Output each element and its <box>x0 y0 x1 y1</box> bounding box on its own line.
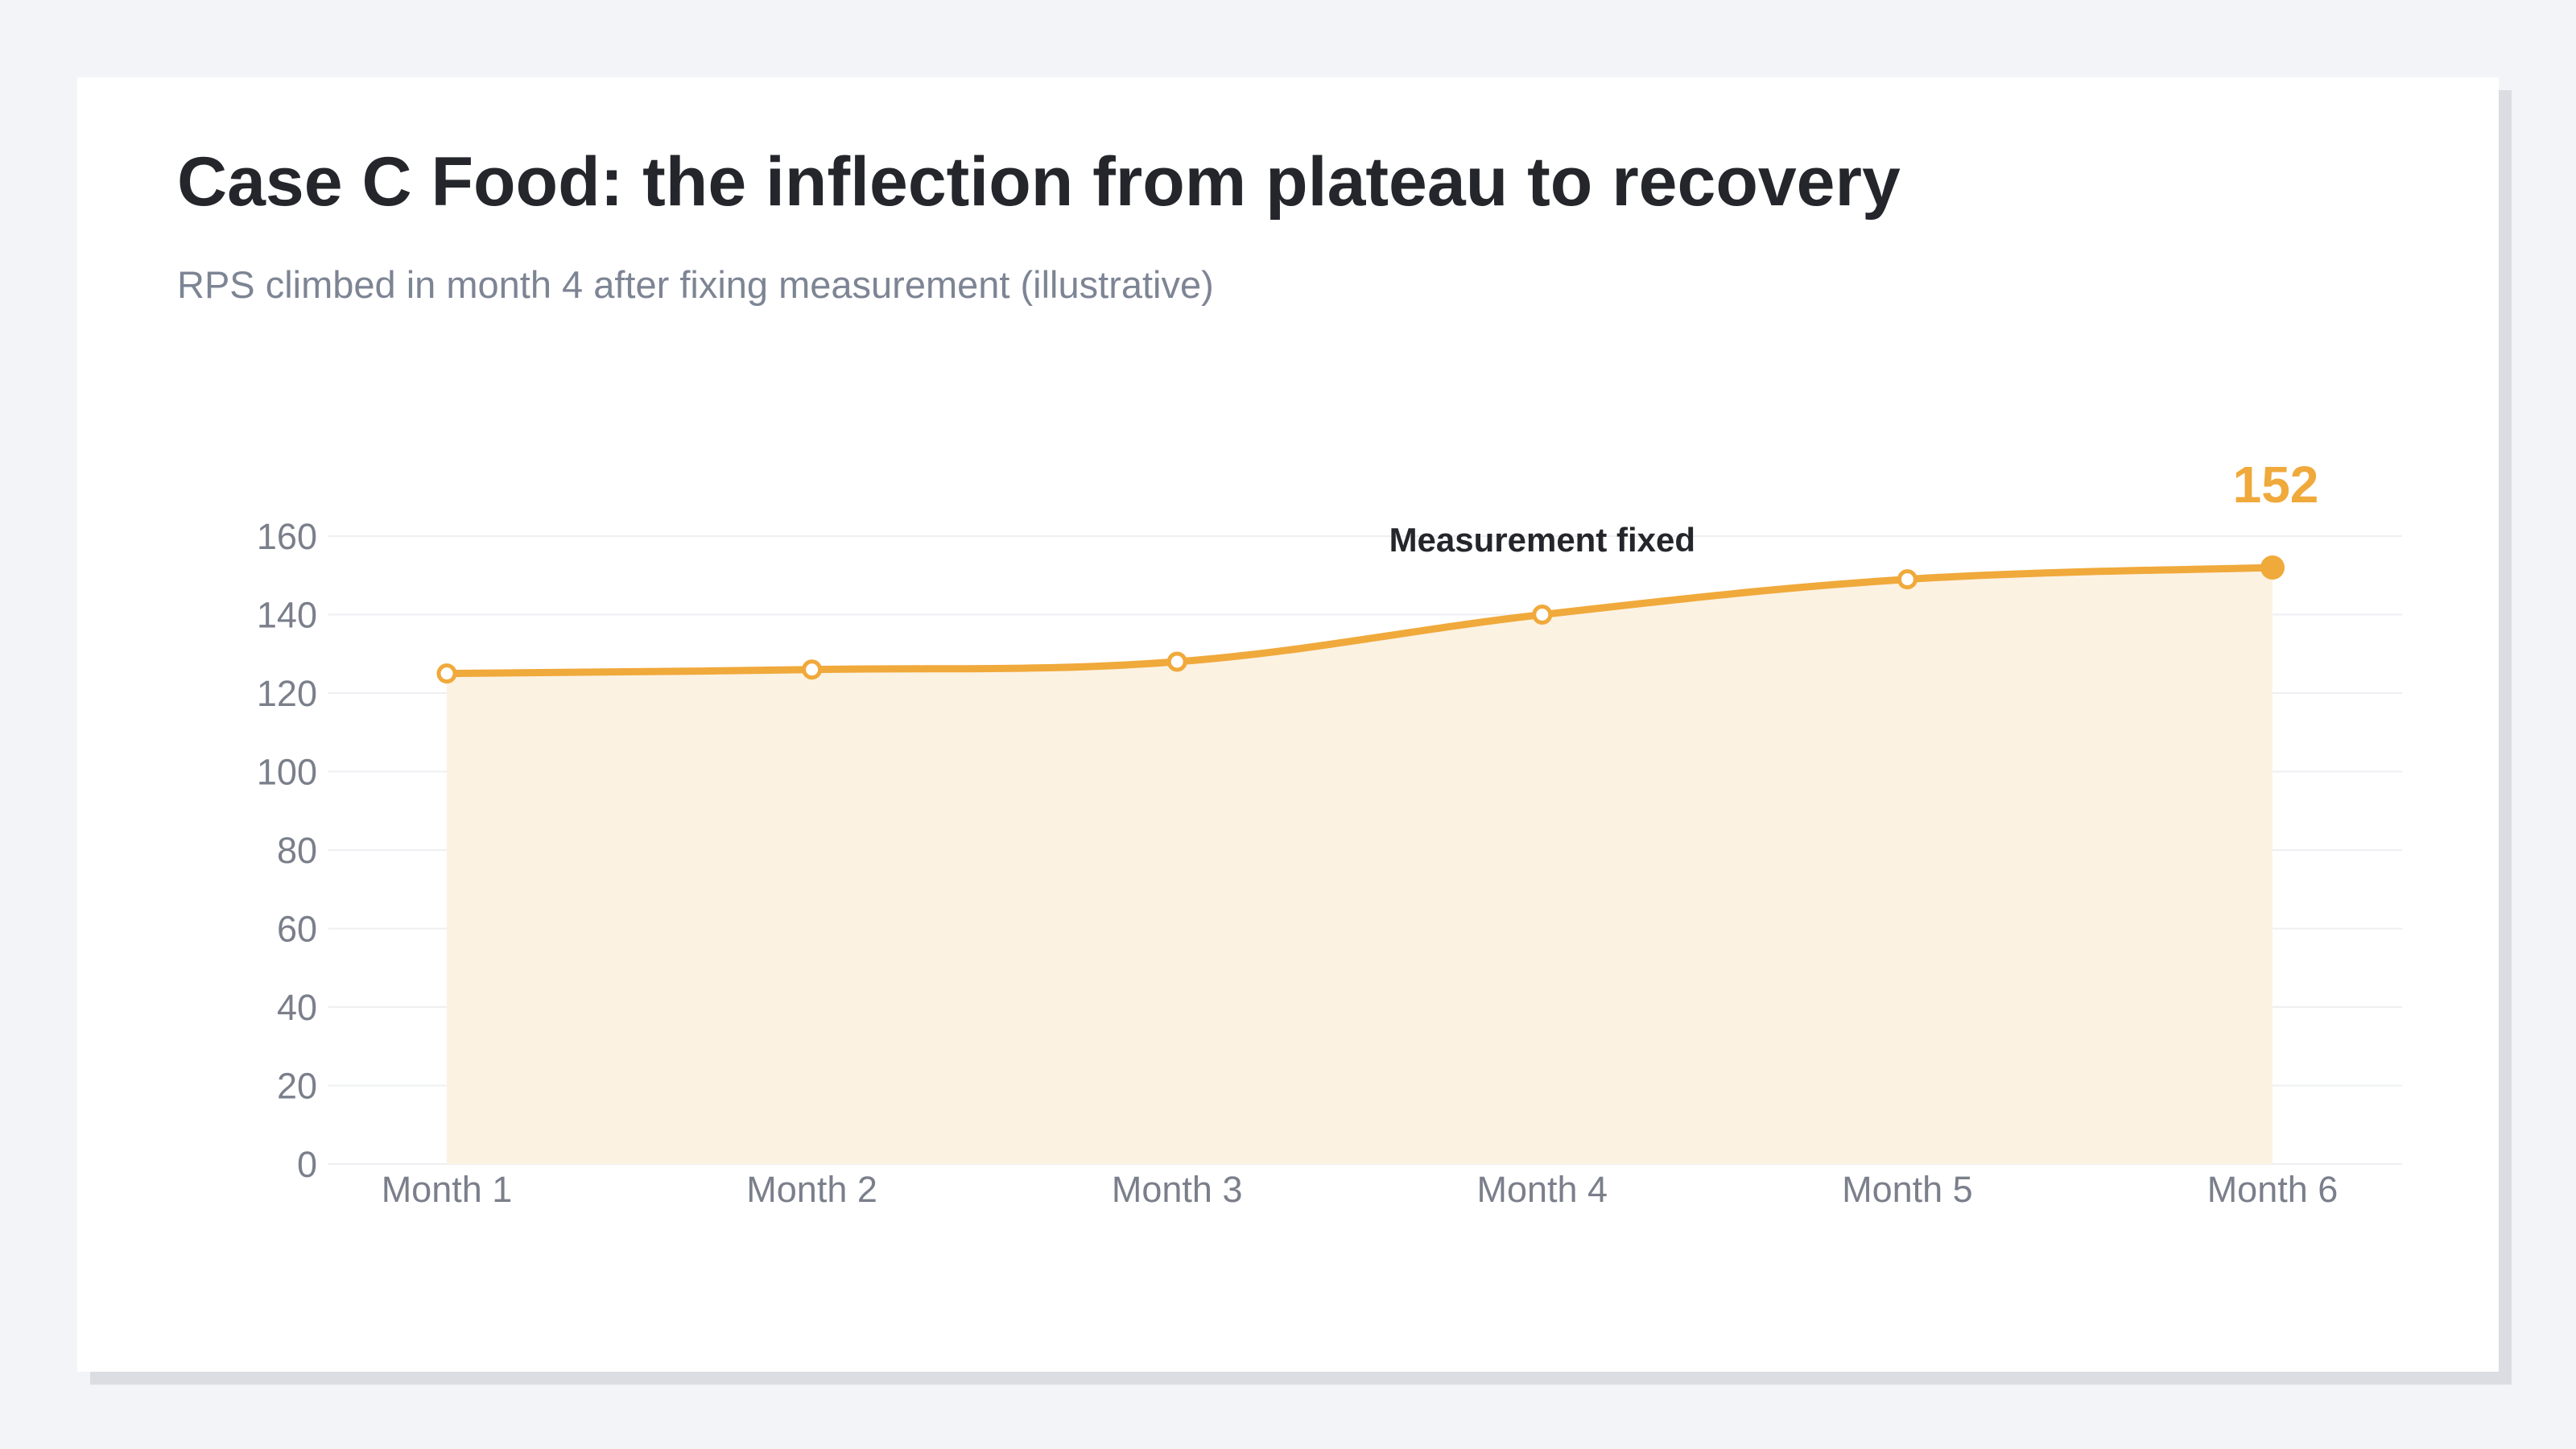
data-point <box>1897 569 1918 590</box>
series-area <box>447 568 2273 1164</box>
data-point <box>1532 605 1553 625</box>
y-tick-label: 100 <box>257 752 317 793</box>
chart-subtitle: RPS climbed in month 4 after fixing meas… <box>177 263 1214 306</box>
end-value-label: 152 <box>2233 456 2319 514</box>
x-tick-label: Month 5 <box>1842 1169 1973 1210</box>
y-tick-label: 0 <box>297 1144 317 1185</box>
x-axis-ticks: Month 1 Month 2 Month 3 Month 4 Month 5 Month… <box>382 1169 2339 1210</box>
data-point <box>802 659 823 680</box>
x-tick-label: Month 2 <box>746 1169 877 1210</box>
y-tick-label: 120 <box>257 673 317 714</box>
annotation-measurement-fixed: Measurement fixed <box>1389 521 1695 559</box>
y-tick-label: 160 <box>257 516 317 557</box>
y-tick-label: 40 <box>277 987 317 1028</box>
series-line <box>443 564 2277 678</box>
data-points <box>436 555 2285 684</box>
x-tick-label: Month 4 <box>1476 1169 1608 1210</box>
chart-card: Case C Food: the inflection from plateau… <box>77 77 2499 1372</box>
x-tick-label: Month 1 <box>382 1169 513 1210</box>
y-axis-ticks: 0 20 40 60 80 100 120 140 160 <box>257 516 317 1185</box>
x-tick-label: Month 6 <box>2207 1169 2339 1210</box>
chart-title: Case C Food: the inflection from plateau… <box>177 143 1901 221</box>
data-point <box>436 663 457 684</box>
y-tick-label: 140 <box>257 595 317 636</box>
y-tick-label: 20 <box>277 1066 317 1107</box>
y-tick-label: 80 <box>277 830 317 871</box>
data-point <box>1166 651 1187 672</box>
x-tick-label: Month 3 <box>1112 1169 1243 1210</box>
data-point-highlight <box>2260 555 2285 580</box>
y-tick-label: 60 <box>277 909 317 950</box>
